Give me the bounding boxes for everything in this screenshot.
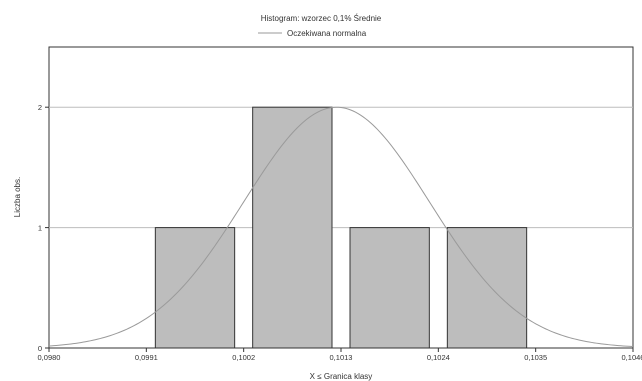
x-tick-label-0: 0,0980 [38,353,61,362]
x-tick-label-2: 0,1002 [232,353,255,362]
y-tick-label-2: 2 [38,103,42,112]
gridlines [49,106,633,229]
legend: Oczekiwana normalna [258,29,367,38]
x-tick-label-5: 0,1035 [524,353,547,362]
x-tick-label-3: 0,1013 [330,353,353,362]
histogram-bar-4 [446,227,528,349]
histogram-bar-1 [154,227,236,349]
x-tick-label-4: 0,1024 [427,353,450,362]
x-tick-label-6: 0,1046 [622,353,642,362]
legend-label-normal: Oczekiwana normalna [287,29,367,38]
normal-curve [48,106,634,348]
histogram-bar-2 [252,106,333,349]
y-tick-label-1: 1 [38,224,42,233]
x-axis-ticks: 0,0980 0,0991 0,1002 0,1013 0,1024 0,1035 0,10… [38,348,642,362]
x-axis-label: X ≤ Granica klasy [310,372,373,381]
y-axis-label: Liczba obs. [13,177,22,217]
y-axis-ticks: 0 1 2 [38,103,49,353]
histogram-bars [154,106,528,349]
y-tick-label-0: 0 [38,344,42,353]
chart-title: Histogram: wzorzec 0,1% Średnie [261,14,382,23]
plot-frame [48,46,634,349]
histogram-bar-3 [349,227,430,349]
x-tick-label-1: 0,0991 [135,353,158,362]
